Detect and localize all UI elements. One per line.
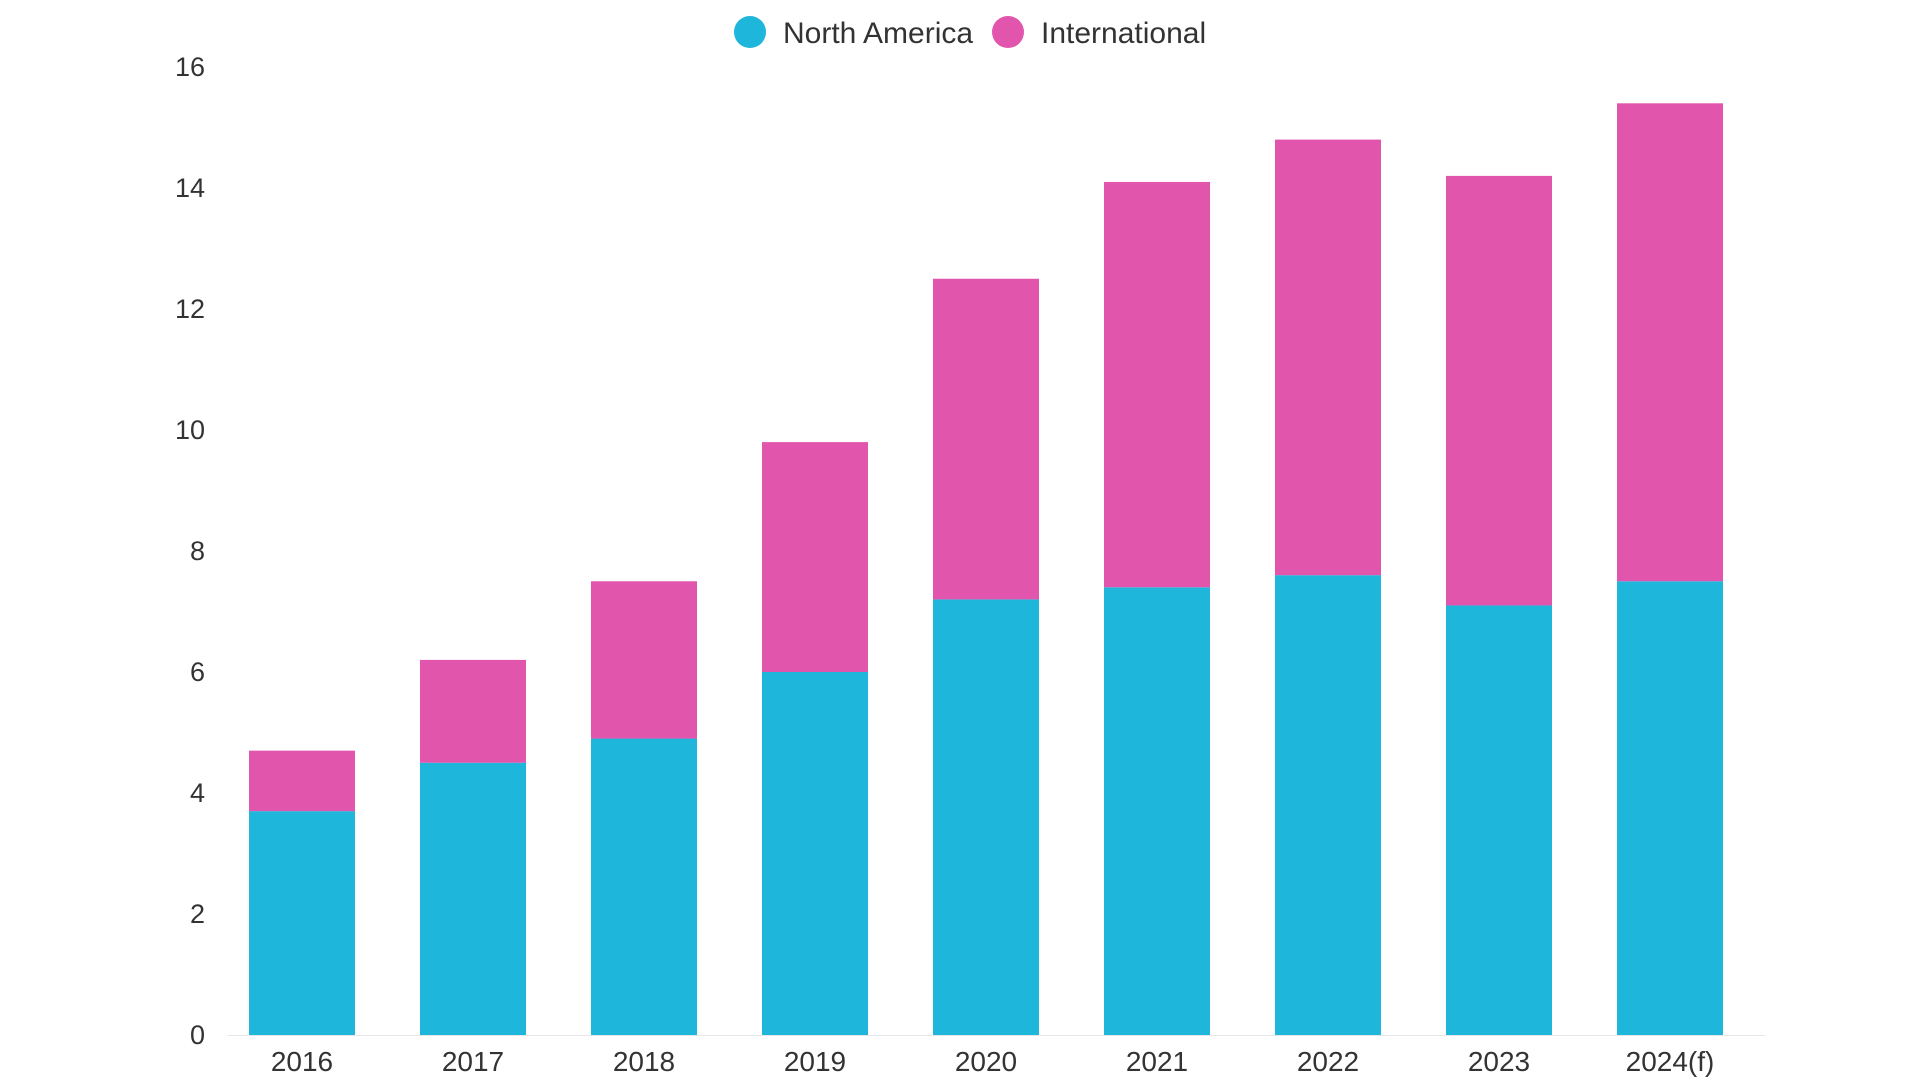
x-tick-label-2020: 2020 [955, 1046, 1017, 1077]
bar-north-america-2024f [1617, 581, 1723, 1035]
x-tick-label-2022: 2022 [1297, 1046, 1359, 1077]
bar-north-america-2022 [1275, 575, 1381, 1035]
y-tick-label-8: 8 [190, 536, 205, 566]
legend-label-international: International [1041, 17, 1206, 50]
x-axis: 2016 2017 2018 2019 2020 2021 2022 2023 2024(f) [228, 1035, 1765, 1077]
bar-international-2021 [1104, 181, 1210, 588]
bars [249, 103, 1723, 1035]
bar-north-america-2018 [591, 738, 697, 1035]
x-tick-label-2016: 2016 [271, 1046, 333, 1077]
bar-international-2018 [591, 581, 697, 739]
bar-north-america-2020 [933, 599, 1039, 1035]
bar-international-2019 [762, 442, 868, 672]
y-tick-label-12: 12 [175, 294, 205, 324]
x-tick-label-2019: 2019 [784, 1046, 846, 1077]
legend: North America International [734, 16, 1206, 50]
y-tick-label-16: 16 [175, 52, 205, 82]
y-tick-label-10: 10 [175, 415, 205, 445]
bar-north-america-2021 [1104, 587, 1210, 1035]
x-tick-label-2024f: 2024(f) [1626, 1046, 1715, 1077]
x-tick-label-2018: 2018 [613, 1046, 675, 1077]
y-tick-label-0: 0 [190, 1020, 205, 1050]
legend-label-north-america: North America [783, 17, 973, 50]
y-axis: 0 2 4 6 8 10 12 14 16 [175, 52, 205, 1050]
bar-international-2016 [249, 750, 355, 812]
x-tick-label-2017: 2017 [442, 1046, 504, 1077]
bar-north-america-2016 [249, 811, 355, 1035]
bar-international-2020 [933, 278, 1039, 600]
y-tick-label-4: 4 [190, 778, 205, 808]
bar-international-2024f [1617, 103, 1723, 582]
y-tick-label-2: 2 [190, 899, 205, 929]
bar-international-2017 [420, 659, 526, 763]
x-tick-label-2023: 2023 [1468, 1046, 1530, 1077]
legend-swatch-north-america [734, 16, 766, 48]
bar-international-2022 [1275, 139, 1381, 576]
bar-international-2023 [1446, 175, 1552, 606]
y-tick-label-14: 14 [175, 173, 205, 203]
bar-north-america-2023 [1446, 605, 1552, 1035]
legend-swatch-international [992, 16, 1024, 48]
bar-north-america-2017 [420, 762, 526, 1035]
x-tick-label-2021: 2021 [1126, 1046, 1188, 1077]
y-tick-label-6: 6 [190, 657, 205, 687]
bar-north-america-2019 [762, 672, 868, 1035]
